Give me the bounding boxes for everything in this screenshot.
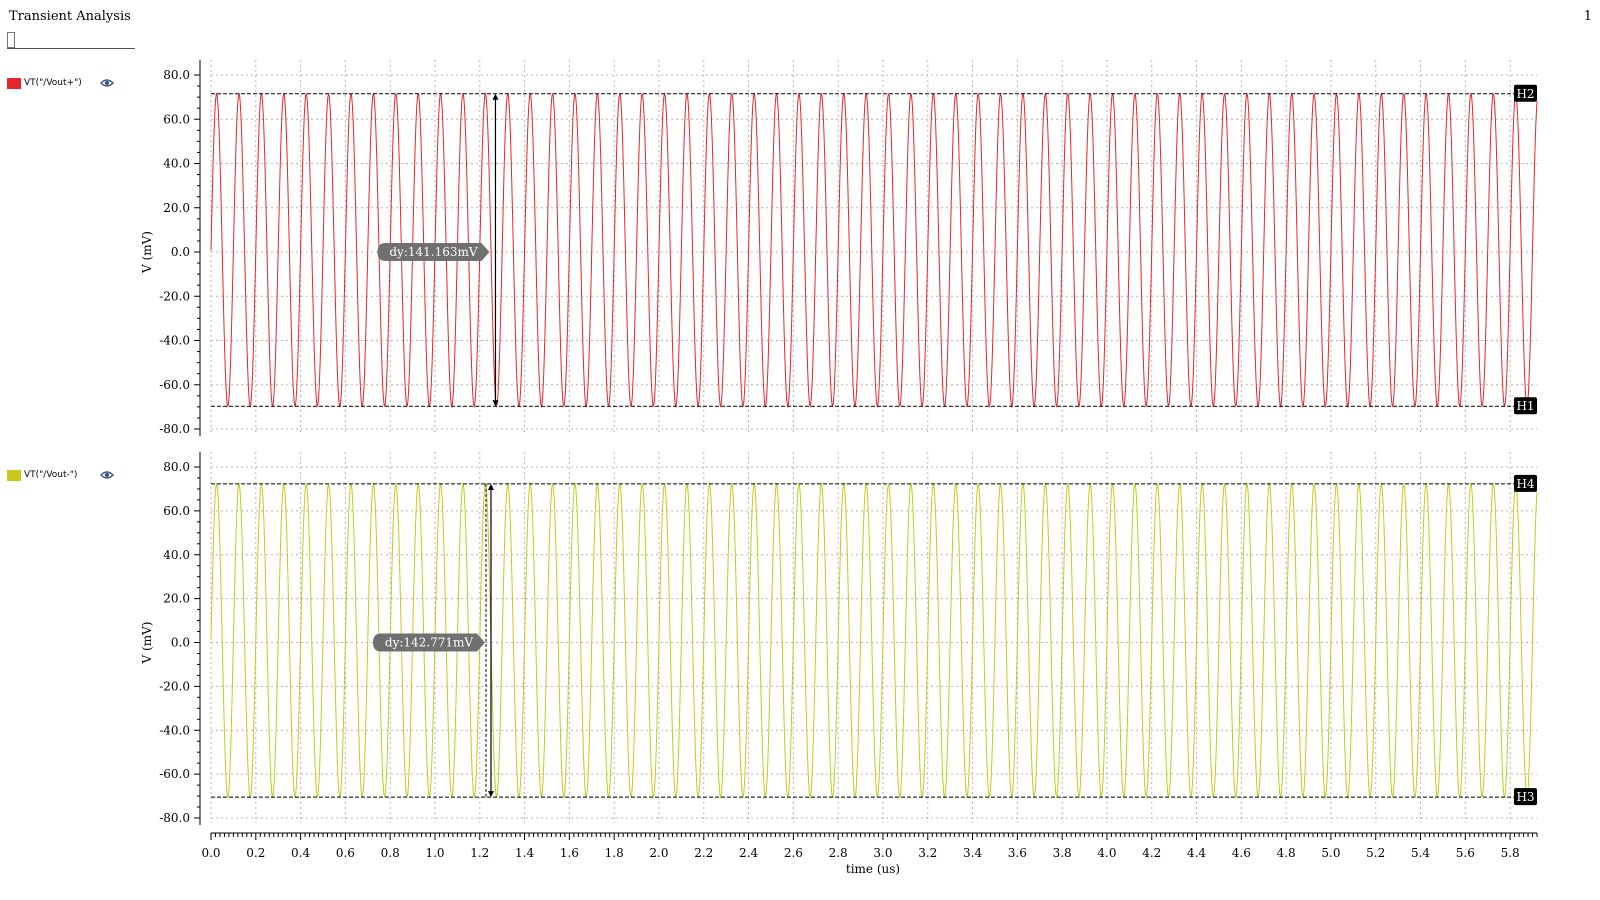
legend-item-vout-minus[interactable]: VT("/Vout-") [7, 468, 114, 482]
x-tick-label: 4.8 [1277, 846, 1296, 860]
legend-label: VT("/Vout+") [24, 78, 82, 88]
delta-label[interactable]: dy:142.771mV [372, 633, 485, 652]
expression-input[interactable] [7, 32, 15, 48]
x-tick-label: 4.4 [1187, 846, 1206, 860]
marker-tag-bg [1514, 84, 1537, 102]
x-tick-label: 1.6 [560, 846, 579, 860]
eye-icon[interactable] [100, 469, 114, 481]
y-tick-label: -40.0 [159, 334, 190, 348]
x-tick-label: 5.4 [1411, 846, 1430, 860]
x-axis: 0.0 0.2 0.4 0.6 0.8 1.0 1.2 1.4 1.6 1.8 2.0 2.2 2.4 2… [201, 832, 1538, 876]
x-tick-label: 2.0 [649, 846, 668, 860]
delta-label-bg [377, 243, 490, 261]
marker-tag-bg [1514, 788, 1537, 806]
y-tick-label: -80.0 [159, 422, 190, 436]
trace-color-swatch [7, 77, 21, 89]
y-tick-label: 60.0 [163, 504, 190, 518]
y-tick-label: 20.0 [163, 201, 190, 215]
marker-tag-h4[interactable]: H4 [1514, 474, 1537, 492]
delta-arrow-head-up [492, 93, 499, 100]
y-tick-label: 40.0 [163, 157, 190, 171]
x-tick-label: 3.8 [1053, 846, 1072, 860]
y-tick-label: -20.0 [159, 289, 190, 303]
x-tick-label: 5.2 [1366, 846, 1385, 860]
x-tick-label: 3.0 [873, 846, 892, 860]
y-tick-label: 40.0 [163, 548, 190, 562]
y-tick-label: -60.0 [159, 378, 190, 392]
marker-tag-label: H1 [1516, 399, 1534, 413]
x-tick-label: 5.6 [1456, 846, 1475, 860]
y-axis-label: V (mV) [140, 622, 154, 665]
marker-tag-label: H2 [1516, 87, 1534, 101]
y-tick-label: -80.0 [159, 811, 190, 825]
y-tick-label: -40.0 [159, 723, 190, 737]
x-tick-label: 0.2 [246, 846, 265, 860]
x-tick-label: 1.2 [470, 846, 489, 860]
page-number: 1 [1583, 9, 1592, 24]
waveform-trace[interactable] [210, 92, 1538, 408]
y-axis-label: V (mV) [140, 231, 154, 274]
x-tick-label: 0.6 [336, 846, 355, 860]
marker-tag-h1[interactable]: H1 [1514, 397, 1537, 415]
x-tick-label: 4.6 [1232, 846, 1251, 860]
y-tick-label: 20.0 [163, 592, 190, 606]
delta-arrow-head-down [492, 400, 499, 407]
x-tick-label: 0.8 [381, 846, 400, 860]
legend-item-vout-plus[interactable]: VT("/Vout+") [7, 76, 114, 90]
delta-arrow-head-up [487, 483, 494, 490]
x-tick-label: 1.8 [605, 846, 624, 860]
x-tick-label: 2.8 [829, 846, 848, 860]
chart-panel-2: 80.0 60.0 40.0 20.0 0.0 -20.0 -40.0 -60.0 -80.0 V… [140, 452, 1538, 825]
x-tick-label: 2.4 [739, 846, 758, 860]
x-tick-label: 3.6 [1008, 846, 1027, 860]
y-tick-label: 0.0 [171, 636, 190, 650]
legend-label: VT("/Vout-") [24, 470, 78, 480]
x-tick-label: 5.8 [1501, 846, 1520, 860]
x-tick-label: 3.2 [918, 846, 937, 860]
marker-tag-h2[interactable]: H2 [1514, 84, 1537, 102]
x-tick-label: 2.2 [694, 846, 713, 860]
y-tick-label: -20.0 [159, 679, 190, 693]
y-tick-label: -60.0 [159, 767, 190, 781]
x-tick-label: 3.4 [963, 846, 982, 860]
x-tick-label: 2.6 [784, 846, 803, 860]
delta-label-text: dy:142.771mV [385, 636, 474, 650]
x-tick-label: 1.4 [515, 846, 534, 860]
marker-tag-label: H4 [1516, 477, 1534, 491]
chart-panel-1: 80.0 60.0 40.0 20.0 0.0 -20.0 -40.0 -60.0 -80.0 V… [140, 60, 1538, 436]
y-tick-label: 80.0 [163, 460, 190, 474]
delta-label-text: dy:141.163mV [389, 245, 478, 259]
trace-color-swatch [7, 469, 21, 481]
window-title: Transient Analysis [9, 9, 131, 24]
marker-tag-bg [1514, 474, 1537, 492]
x-tick-label: 0.4 [291, 846, 310, 860]
x-tick-label: 1.0 [425, 846, 444, 860]
delta-arrow-head-down [487, 791, 494, 798]
marker-tag-h3[interactable]: H3 [1514, 788, 1537, 806]
waveform-trace[interactable] [210, 482, 1538, 799]
y-tick-label: 0.0 [171, 245, 190, 259]
marker-tag-bg [1514, 397, 1537, 415]
x-tick-label: 4.2 [1142, 846, 1161, 860]
marker-tag-label: H3 [1516, 790, 1534, 804]
y-tick-label: 80.0 [163, 68, 190, 82]
x-tick-label: 5.0 [1321, 846, 1340, 860]
x-tick-label: 4.0 [1097, 846, 1116, 860]
eye-icon[interactable] [100, 77, 114, 89]
expression-input-underline [7, 48, 135, 49]
delta-label-bg [372, 633, 485, 652]
x-axis-label: time (us) [846, 862, 900, 876]
x-tick-label: 0.0 [201, 846, 220, 860]
y-tick-label: 60.0 [163, 112, 190, 126]
delta-label[interactable]: dy:141.163mV [377, 243, 490, 261]
